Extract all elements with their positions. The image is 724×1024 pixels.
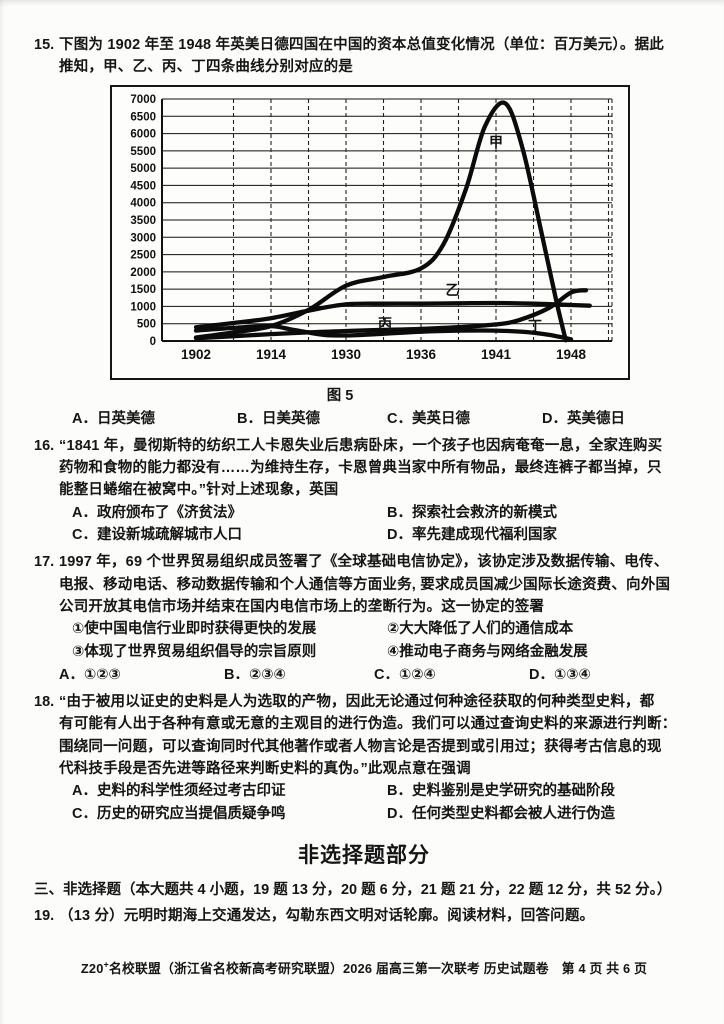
question-18-number: 18.: [34, 694, 55, 711]
footer-league-code: Z20: [80, 960, 104, 976]
q17-option-b: B．②③④: [224, 666, 286, 683]
svg-text:1000: 1000: [130, 301, 156, 313]
question-19-number: 19.: [34, 908, 55, 925]
q16-option-b: B．探索社会救济的新模式: [387, 504, 557, 521]
question-16-number: 16.: [34, 437, 55, 454]
question-18-line: 围绕同一问题，可以查询同时代其他著作或者人物言论是否提到或引用过；获得考古信息的…: [59, 738, 662, 755]
question-18-line: 有可能有人出于各种有意或无意的主观目的进行伪造。我们可以通过查询史料的来源进行判…: [59, 716, 677, 733]
svg-text:1936: 1936: [406, 347, 437, 362]
question-15-number: 15.: [34, 37, 55, 53]
q16-option-d: D．率先建成现代福利国家: [387, 527, 557, 544]
q16-option-c: C．建设新城疏解城市人口: [72, 527, 242, 544]
question-17-line: 电报、移动电话、移动数据传输和个人通信等方面业务, 要求成员国减少国际长途资费、…: [59, 576, 671, 593]
question-17-number: 17.: [34, 554, 55, 571]
question-16-line: 药物和食物的能力都没有……为维持生存，卡恩曾典当家中所有物品，最终连裤子都当掉，…: [59, 460, 662, 477]
q18-option-d: D．任何类型史料都会被人进行伪造: [387, 805, 615, 822]
svg-text:1948: 1948: [556, 347, 587, 362]
question-16-line: 能整日蜷缩在被窝中。”针对上述现象，英国: [59, 482, 339, 499]
figure-5-chart: 0 500 1000 1500 2000 2500 3000 3500 4000 4500 5000…: [112, 87, 628, 378]
q18-option-b: B．史料鉴别是史学研究的基础阶段: [387, 783, 615, 800]
q16-option-a: A．政府颁布了《济贫法》: [72, 504, 242, 521]
question-18-line: 代科技手段是否先进等路径来判断史料的真伪。”此观点意在强调: [59, 761, 471, 778]
question-16: 16. “1841 年，曼彻斯特的纺织工人卡恩失业后患病卧床，一个孩子也因病奄奄…: [34, 435, 694, 546]
page-footer: Z20+名校联盟（浙江省名校新高考研究联盟）2026 届高三第一次联考 历史试题…: [34, 958, 694, 977]
svg-text:丁: 丁: [528, 318, 542, 334]
svg-text:6000: 6000: [130, 128, 156, 140]
q15-option-c: C．美英日德: [387, 410, 470, 427]
question-19: 19. （13 分）元明时期海上交通发达，勾勒东西文明对话轮廓。阅读材料，回答问…: [34, 905, 694, 927]
svg-text:5000: 5000: [130, 163, 156, 175]
question-15: 15. 下图为 1902 年至 1948 年英美日德四国在中国的资本总值变化情况…: [34, 34, 694, 79]
section-instruction: 三、非选择题（本大题共 4 小题，19 题 13 分，20 题 6 分，21 题…: [34, 879, 694, 901]
q17-item-2: ②大大降低了人们的通信成本: [387, 621, 574, 638]
section-instruction-label: 三、非选择题: [34, 881, 121, 898]
figure-5-box: 0 500 1000 1500 2000 2500 3000 3500 4000 4500 5000…: [110, 84, 630, 380]
svg-text:甲: 甲: [489, 134, 503, 150]
q15-option-d: D．英美德日: [542, 410, 625, 427]
question-15-options: A．日英美德 B．日美英德 C．美英日德 D．英美德日: [34, 407, 694, 430]
svg-text:1930: 1930: [331, 347, 361, 362]
svg-text:500: 500: [137, 318, 156, 330]
svg-text:6500: 6500: [130, 111, 156, 123]
svg-text:2500: 2500: [130, 249, 156, 261]
svg-text:4500: 4500: [130, 180, 156, 192]
figure-5-caption: 图 5: [326, 387, 354, 404]
svg-text:4000: 4000: [130, 197, 156, 209]
svg-text:7000: 7000: [130, 94, 156, 106]
question-15-line: 推知，甲、乙、丙、丁四条曲线分别对应的是: [59, 59, 353, 76]
footer-league-sup: +: [103, 959, 110, 970]
svg-text:1902: 1902: [181, 347, 211, 362]
section-title: 非选择题部分: [298, 843, 430, 867]
svg-text:1941: 1941: [481, 347, 512, 362]
q18-option-a: A．史料的科学性须经过考古印证: [72, 783, 286, 800]
q17-item-1: ①使中国电信行业即时获得更快的发展: [72, 621, 317, 638]
q17-option-a: A．①②③: [59, 666, 121, 683]
question-19-line: （13 分）元明时期海上交通发达，勾勒东西文明对话轮廓。阅读材料，回答问题。: [59, 908, 595, 925]
svg-text:2000: 2000: [130, 266, 156, 278]
footer-text: 名校联盟（浙江省名校新高考研究联盟）2026 届高三第一次联考 历史试题卷 第 …: [109, 960, 648, 976]
q15-option-a: A．日英美德: [72, 410, 155, 427]
svg-text:3500: 3500: [130, 215, 156, 227]
q17-item-4: ④推动电子商务与网络金融发展: [387, 643, 588, 660]
q17-item-3: ③体现了世界贸易组织倡导的宗旨原则: [72, 643, 317, 660]
svg-text:3000: 3000: [130, 232, 156, 244]
question-17: 17. 1997 年，69 个世界贸易组织成员签署了《全球基础电信协定》，该协定…: [34, 551, 694, 686]
svg-text:1914: 1914: [256, 347, 287, 362]
question-17-line: 1997 年，69 个世界贸易组织成员签署了《全球基础电信协定》，该协定涉及数据…: [59, 554, 669, 571]
svg-text:1500: 1500: [130, 284, 156, 296]
svg-text:丙: 丙: [378, 315, 392, 331]
svg-text:乙: 乙: [446, 281, 460, 297]
figure-5-svg: 0 500 1000 1500 2000 2500 3000 3500 4000 4500 5000…: [130, 94, 613, 362]
q15-option-b: B．日美英德: [237, 410, 320, 427]
svg-text:0: 0: [150, 336, 156, 348]
question-16-line: “1841 年，曼彻斯特的纺织工人卡恩失业后患病卧床，一个孩子也因病奄奄一息，全…: [59, 437, 663, 454]
question-15-line: 下图为 1902 年至 1948 年英美日德四国在中国的资本总值变化情况（单位：…: [59, 37, 664, 53]
q17-option-d: D．①③④: [529, 666, 591, 683]
svg-text:5500: 5500: [130, 145, 156, 157]
question-17-line: 公司开放其电信市场并结束在国内电信市场上的垄断行为。这一协定的签署: [59, 598, 545, 615]
question-18-line: “由于被用以证史的史料是人为选取的产物，因此无论通过何种途径获取的何种类型史料，…: [59, 694, 655, 711]
question-18: 18. “由于被用以证史的史料是人为选取的产物，因此无论通过何种途径获取的何种类…: [34, 691, 694, 825]
q17-option-c: C．①②④: [374, 666, 436, 683]
section-instruction-rest: （本大题共 4 小题，19 题 13 分，20 题 6 分，21 题 21 分，…: [121, 881, 672, 898]
q18-option-c: C．历史的研究应当提倡质疑争鸣: [72, 805, 286, 822]
